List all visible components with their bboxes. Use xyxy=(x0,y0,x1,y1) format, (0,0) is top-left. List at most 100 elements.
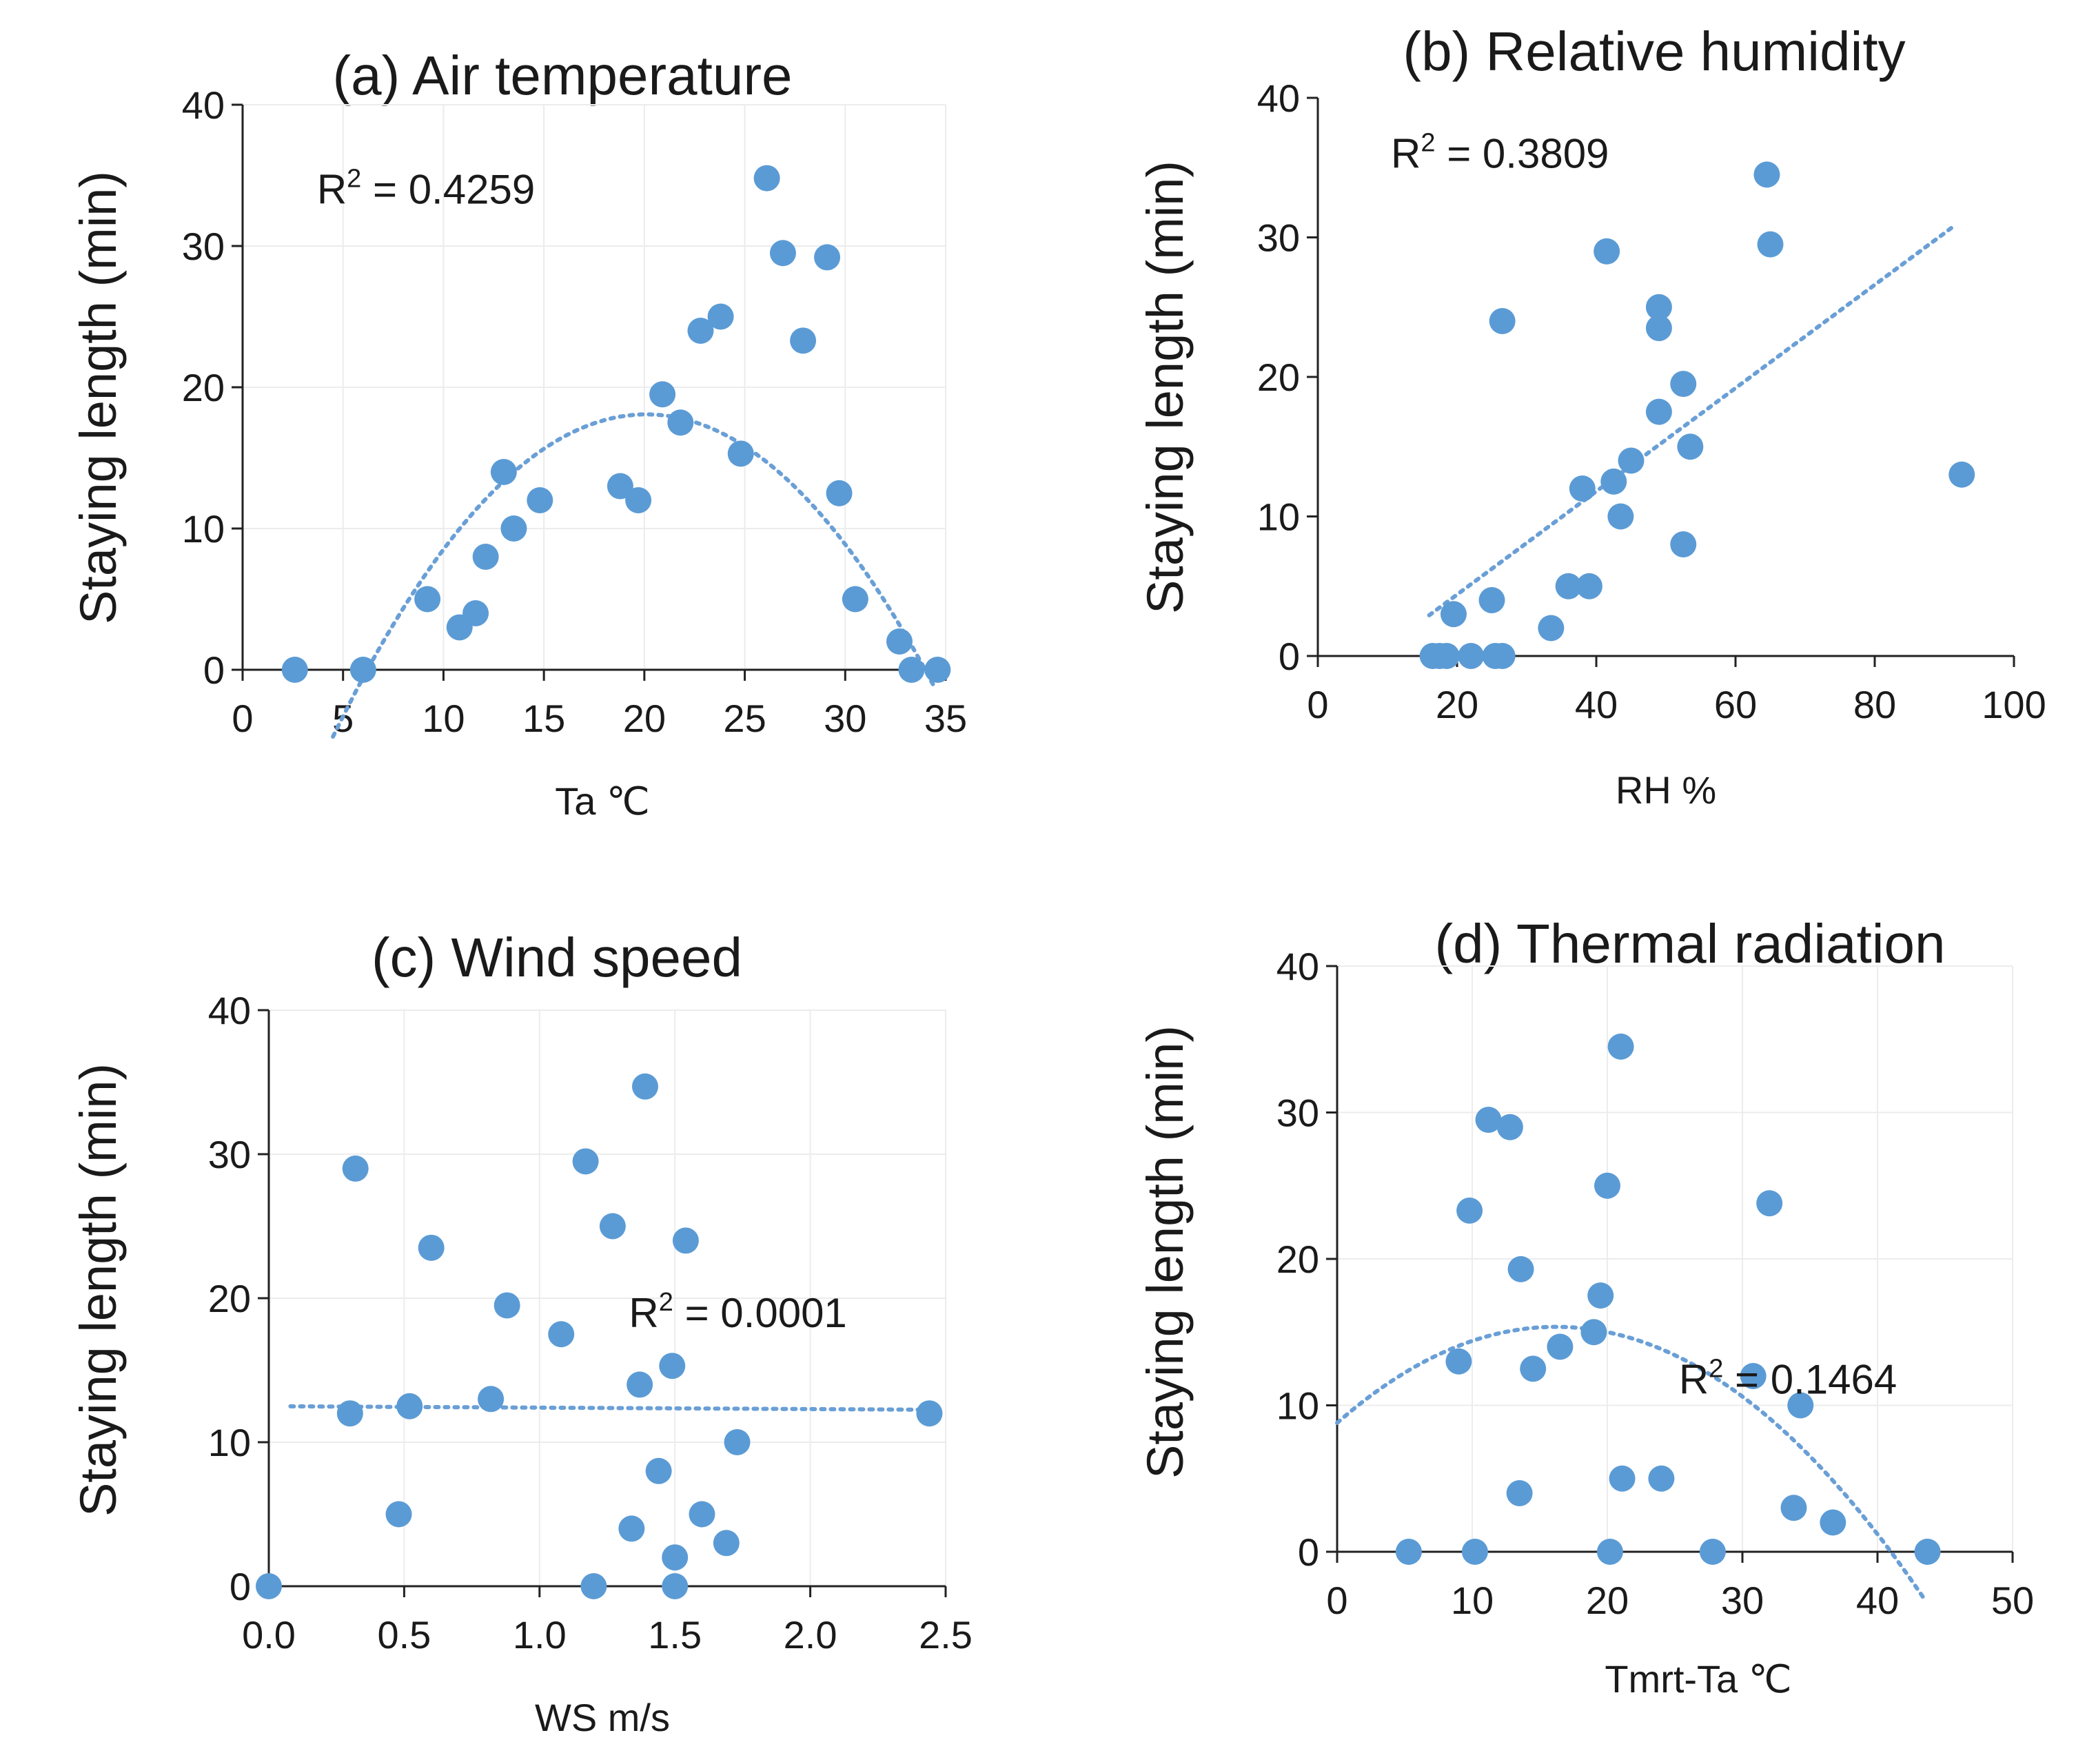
y-tick-label: 0 xyxy=(1279,635,1300,678)
data-point xyxy=(462,600,489,626)
r-squared-value: = 0.0001 xyxy=(673,1290,847,1336)
y-tick-label: 10 xyxy=(182,507,225,551)
x-tick-label: 50 xyxy=(1991,1579,2034,1622)
x-tick-label: 1.0 xyxy=(513,1613,567,1657)
data-point xyxy=(500,515,527,542)
data-point xyxy=(1607,1033,1634,1060)
data-point xyxy=(1456,1197,1483,1224)
y-tick-label: 0 xyxy=(203,648,225,692)
data-point xyxy=(1555,573,1582,599)
data-point xyxy=(1507,1255,1534,1282)
data-point xyxy=(713,1530,740,1557)
r-squared-superscript: 2 xyxy=(347,165,361,194)
y-tick-label: 10 xyxy=(1257,495,1300,539)
x-axis-label: Ta ℃ xyxy=(555,779,650,823)
data-point xyxy=(1594,1172,1620,1199)
data-point xyxy=(418,1234,445,1261)
chart-title: (b) Relative humidity xyxy=(1403,21,1905,82)
data-point xyxy=(1520,1355,1547,1382)
data-point xyxy=(1677,433,1704,460)
data-point xyxy=(527,487,553,513)
data-point xyxy=(1618,447,1645,474)
data-point xyxy=(1489,643,1516,669)
r-squared-label: R2 = 0.3809 xyxy=(1391,128,1609,176)
chart-title: (c) Wind speed xyxy=(372,927,742,988)
x-tick-label: 2.0 xyxy=(784,1613,837,1657)
data-point xyxy=(1787,1392,1814,1419)
data-point xyxy=(1607,503,1634,530)
chart-panel-wind-speed: (c) Wind speed Staying length (min) WS m… xyxy=(70,927,973,1739)
data-point xyxy=(493,1292,520,1319)
r-squared-value: = 0.4259 xyxy=(361,167,535,213)
y-tick-label: 0 xyxy=(230,1565,251,1608)
data-point xyxy=(631,1073,658,1100)
y-tick-label: 10 xyxy=(1276,1384,1319,1428)
data-point xyxy=(349,657,376,683)
data-point xyxy=(1914,1539,1941,1565)
data-point xyxy=(1670,371,1697,398)
x-tick-label: 0.0 xyxy=(242,1613,296,1657)
data-point xyxy=(490,459,517,485)
data-point xyxy=(1576,573,1602,599)
x-tick-label: 40 xyxy=(1575,683,1618,726)
data-point xyxy=(645,1457,672,1484)
r-squared-letter: R xyxy=(629,1290,658,1336)
data-point xyxy=(1538,615,1565,642)
x-tick-label: 20 xyxy=(1436,683,1478,726)
r-squared-value: = 0.3809 xyxy=(1436,130,1609,176)
r-squared-letter: R xyxy=(317,167,347,213)
chart-panel-relative-humidity: (b) Relative humidity Staying length (mi… xyxy=(1137,21,2046,812)
data-point xyxy=(687,318,714,344)
data-point xyxy=(1756,1190,1783,1217)
x-tick-label: 0 xyxy=(232,697,253,740)
trendline xyxy=(331,412,938,739)
r-squared-value: = 0.1464 xyxy=(1723,1357,1897,1403)
data-point xyxy=(1753,161,1780,188)
x-tick-label: 15 xyxy=(522,697,565,740)
r-squared-letter: R xyxy=(1391,130,1421,176)
x-tick-label: 20 xyxy=(1586,1579,1629,1622)
data-point xyxy=(689,1501,715,1528)
data-point xyxy=(707,303,734,330)
data-point xyxy=(1506,1480,1533,1506)
chart-title: (d) Thermal radiation xyxy=(1434,913,1945,974)
data-point xyxy=(1699,1539,1726,1565)
data-point xyxy=(478,1386,505,1413)
data-point xyxy=(472,544,499,570)
data-point xyxy=(842,586,868,613)
data-point xyxy=(1395,1539,1422,1565)
data-point xyxy=(826,480,853,506)
data-point xyxy=(281,657,308,683)
y-tick-label: 0 xyxy=(1298,1530,1319,1574)
x-axis-label: RH % xyxy=(1616,768,1716,812)
data-point xyxy=(1587,1282,1614,1309)
chart-title: (a) Air temperature xyxy=(333,45,793,106)
data-point xyxy=(625,487,652,513)
x-tick-label: 40 xyxy=(1856,1579,1899,1622)
x-tick-label: 30 xyxy=(1721,1579,1764,1622)
y-tick-label: 30 xyxy=(1276,1091,1319,1135)
y-tick-label: 40 xyxy=(1276,945,1319,988)
data-point xyxy=(1757,231,1784,258)
r-squared-superscript: 2 xyxy=(659,1288,673,1317)
data-point xyxy=(753,165,780,192)
x-tick-label: 2.5 xyxy=(919,1613,973,1657)
data-point xyxy=(1645,294,1672,320)
data-point xyxy=(256,1573,282,1599)
data-point xyxy=(1569,475,1596,502)
r-squared-label: R2 = 0.0001 xyxy=(629,1288,846,1336)
r-squared-label: R2 = 0.1464 xyxy=(1679,1355,1897,1403)
x-axis-label: WS m/s xyxy=(535,1696,670,1739)
data-point xyxy=(1547,1333,1574,1360)
data-point xyxy=(1458,643,1485,669)
y-tick-label: 20 xyxy=(208,1277,251,1320)
trendline xyxy=(1427,225,1954,617)
r-squared-superscript: 2 xyxy=(1709,1355,1723,1384)
y-tick-label: 30 xyxy=(208,1133,251,1176)
r-squared-label: R2 = 0.4259 xyxy=(317,165,535,213)
y-axis-label: Staying length (min) xyxy=(70,1063,127,1517)
data-point xyxy=(814,244,841,271)
data-point xyxy=(886,628,913,655)
trendline xyxy=(1335,1324,1927,1602)
